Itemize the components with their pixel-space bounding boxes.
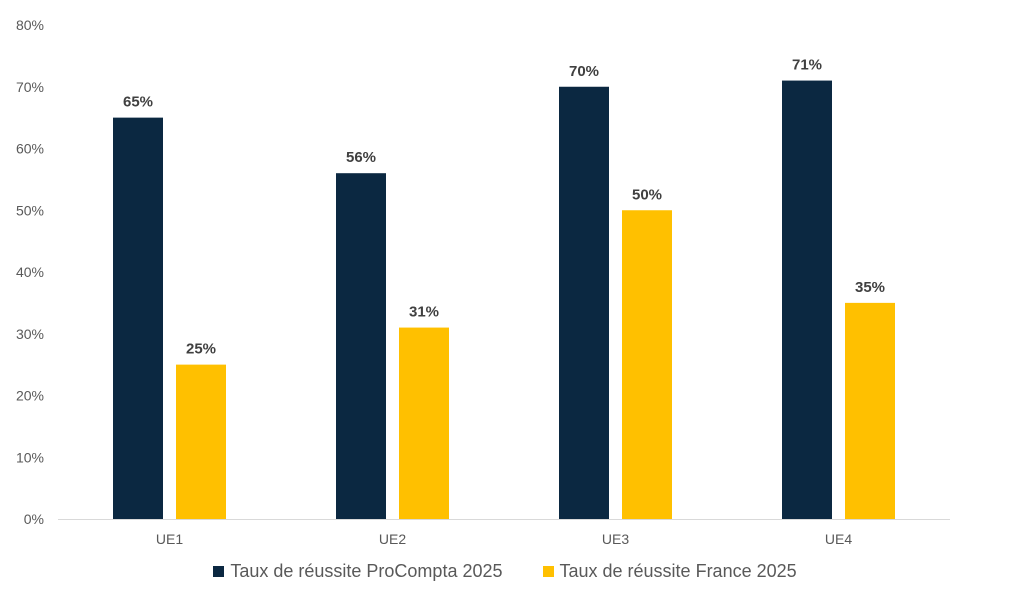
legend-item-procompta: Taux de réussite ProCompta 2025 (213, 561, 503, 582)
data-label: 65% (123, 94, 153, 111)
bar-france-ue4 (845, 302, 895, 519)
y-tick-label: 80% (16, 17, 44, 33)
legend-item-france: Taux de réussite France 2025 (542, 561, 797, 582)
bar-france-ue2 (399, 327, 449, 519)
x-category-label: UE2 (379, 531, 406, 547)
legend-label-procompta: Taux de réussite ProCompta 2025 (230, 561, 503, 581)
legend-label-france: Taux de réussite France 2025 (559, 561, 797, 581)
bar-france-ue3 (622, 210, 672, 519)
y-axis-ticks: 0% 10% 20% 30% 40% 50% 60% 70% 80% (16, 17, 44, 527)
x-category-label: UE4 (825, 531, 852, 547)
data-label: 71% (792, 57, 822, 74)
x-category-label: UE3 (602, 531, 629, 547)
data-label: 31% (409, 304, 439, 321)
data-label: 50% (632, 186, 662, 203)
data-label: 35% (855, 279, 885, 296)
bars (113, 80, 895, 519)
legend-swatch-france (542, 566, 554, 577)
legend-swatch-procompta (213, 566, 225, 577)
y-tick-label: 0% (24, 511, 44, 527)
y-tick-label: 50% (16, 202, 44, 218)
y-tick-label: 10% (16, 449, 44, 465)
bar-france-ue1 (176, 364, 226, 519)
y-tick-label: 30% (16, 326, 44, 342)
x-category-label: UE1 (156, 531, 183, 547)
data-label: 70% (569, 63, 599, 80)
bar-procompta-ue1 (113, 117, 163, 519)
x-axis-categories: UE1 UE2 UE3 UE4 (156, 531, 852, 547)
bar-procompta-ue3 (559, 86, 609, 519)
bar-procompta-ue2 (336, 173, 386, 519)
data-label: 56% (346, 149, 376, 166)
data-label: 25% (186, 341, 216, 358)
data-labels: 65% 25% 56% 31% 70% 50% 71% 35% (123, 57, 885, 358)
y-tick-label: 60% (16, 141, 44, 157)
legend: Taux de réussite ProCompta 2025 Taux de … (0, 561, 1010, 582)
y-tick-label: 20% (16, 388, 44, 404)
y-tick-label: 40% (16, 264, 44, 280)
y-tick-label: 70% (16, 79, 44, 95)
bar-procompta-ue4 (782, 80, 832, 519)
